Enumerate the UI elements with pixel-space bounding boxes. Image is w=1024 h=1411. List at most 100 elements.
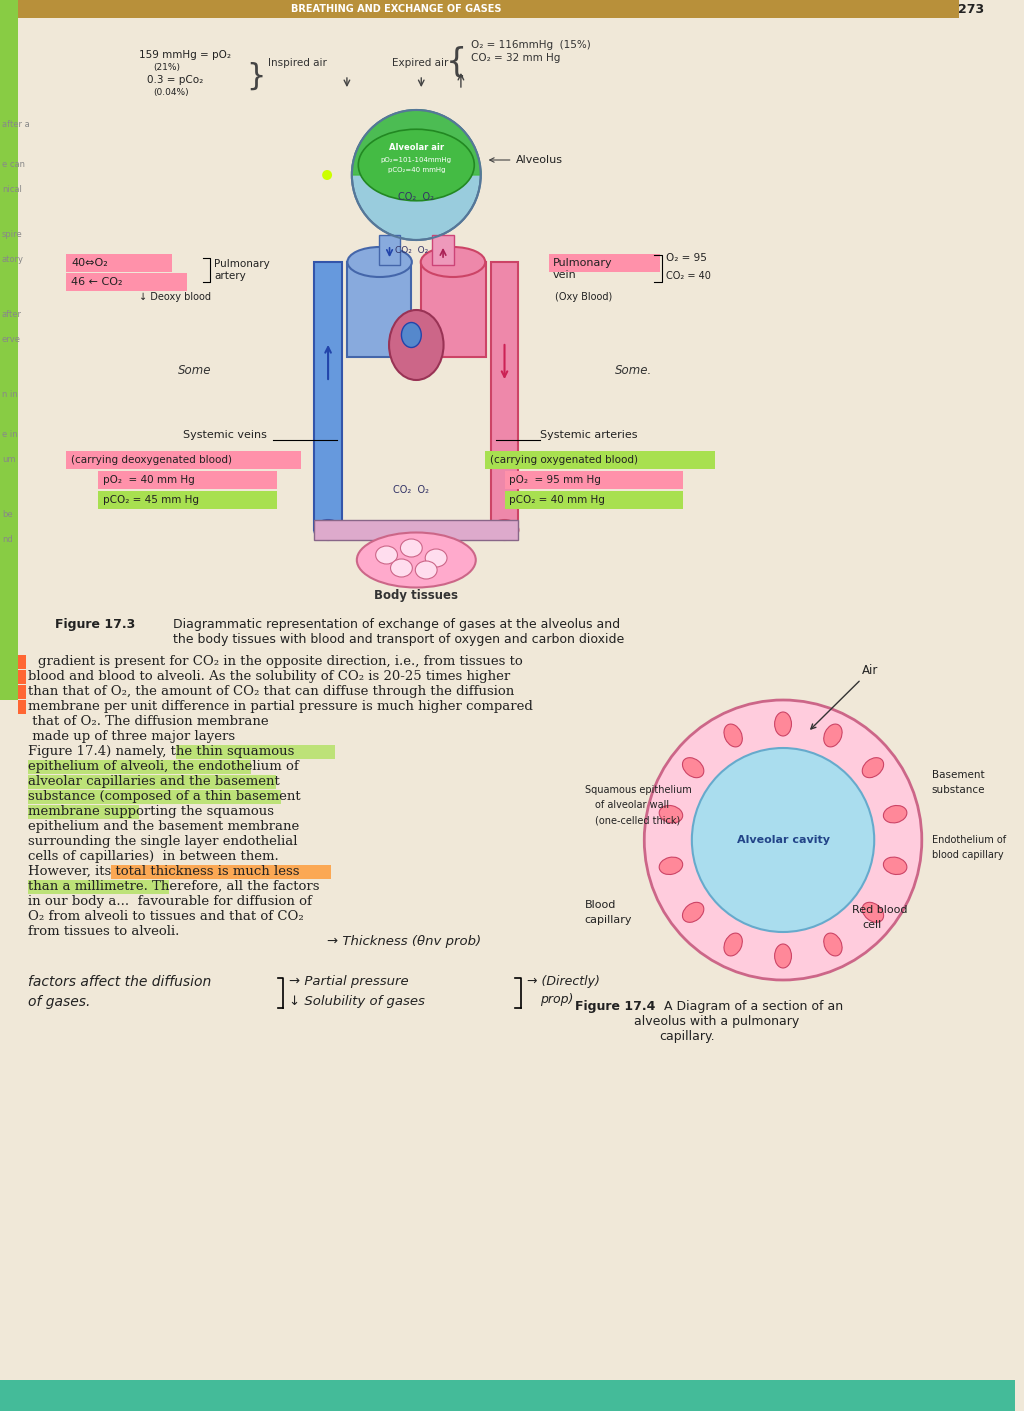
Ellipse shape [724,933,742,955]
Text: pO₂  = 95 mm Hg: pO₂ = 95 mm Hg [510,476,601,485]
Text: ↓ Deoxy blood: ↓ Deoxy blood [139,292,211,302]
Text: blood and blood to alveoli. As the solubility of CO₂ is 20-25 times higher: blood and blood to alveoli. As the solub… [28,670,510,683]
Text: capillary.: capillary. [659,1030,715,1043]
Ellipse shape [659,806,683,823]
Ellipse shape [400,539,422,557]
Ellipse shape [774,713,792,737]
Text: nical: nical [2,185,22,193]
Ellipse shape [356,532,476,587]
Text: (carrying oxygenated blood): (carrying oxygenated blood) [489,454,638,466]
Text: CO₂  O₂: CO₂ O₂ [393,485,429,495]
Bar [28,761,251,775]
Text: than a millimetre. Therefore, all the factors: than a millimetre. Therefore, all the fa… [28,880,319,893]
Text: factors affect the diffusion: factors affect the diffusion [28,975,211,989]
Text: made up of three major layers: made up of three major layers [28,729,234,744]
Text: capillary: capillary [585,914,632,926]
Text: Endothelium of: Endothelium of [932,835,1006,845]
Bar [28,790,281,804]
Text: prop): prop) [541,993,573,1006]
Text: Basement: Basement [932,770,984,780]
Ellipse shape [390,559,413,577]
Text: (one-celled thick): (one-celled thick) [595,816,680,825]
Circle shape [352,110,480,240]
Ellipse shape [416,562,437,579]
Text: erve: erve [2,334,20,344]
Text: after: after [2,310,22,319]
Text: Expired air: Expired air [391,58,447,68]
Text: Systemic arteries: Systemic arteries [541,430,638,440]
Bar [347,262,412,357]
Text: However, its total thickness is much less: However, its total thickness is much les… [28,865,299,878]
FancyBboxPatch shape [67,272,187,291]
Text: Systemic veins: Systemic veins [183,430,267,440]
Text: membrane supporting the squamous: membrane supporting the squamous [28,806,273,818]
Text: CO₂ = 40: CO₂ = 40 [666,271,711,281]
Text: pO₂=101-104mmHg: pO₂=101-104mmHg [381,157,452,164]
Text: Body tissues: Body tissues [375,588,459,601]
Text: 273: 273 [958,3,984,16]
Ellipse shape [862,758,884,777]
FancyBboxPatch shape [505,471,683,490]
Text: in our body a...  favourable for diffusion of: in our body a... favourable for diffusio… [28,895,311,909]
Bar [111,865,331,879]
Text: than that of O₂, the amount of CO₂ that can diffuse through the diffusion: than that of O₂, the amount of CO₂ that … [28,684,514,698]
Text: Figure 17.3: Figure 17.3 [54,618,135,631]
Ellipse shape [774,944,792,968]
Text: {: { [446,45,467,78]
Text: (0.04%): (0.04%) [154,87,189,97]
Text: Alveolar cavity: Alveolar cavity [736,835,829,845]
Bar [17,700,26,714]
Text: ↓ Solubility of gases: ↓ Solubility of gases [290,995,425,1007]
Text: Figure 17.4: Figure 17.4 [574,1000,655,1013]
Text: the body tissues with blood and transport of oxygen and carbon dioxide: the body tissues with blood and transpor… [173,634,625,646]
Text: Red blood: Red blood [852,904,908,914]
Text: atory: atory [2,255,24,264]
FancyBboxPatch shape [549,254,660,272]
Text: O₂ = 116mmHg  (15%): O₂ = 116mmHg (15%) [471,40,591,49]
FancyBboxPatch shape [490,262,518,531]
Ellipse shape [314,521,342,540]
Ellipse shape [823,724,842,746]
Polygon shape [352,110,480,175]
Text: alveolus with a pulmonary: alveolus with a pulmonary [634,1015,800,1029]
Text: BREATHING AND EXCHANGE OF GASES: BREATHING AND EXCHANGE OF GASES [291,4,502,14]
Ellipse shape [358,130,474,200]
Text: um: um [2,454,15,464]
Text: pCO₂ = 45 mm Hg: pCO₂ = 45 mm Hg [103,495,199,505]
Text: Blood: Blood [585,900,616,910]
Text: pCO₂ = 40 mm Hg: pCO₂ = 40 mm Hg [510,495,605,505]
Text: nd: nd [2,535,12,545]
Text: 46 ← CO₂: 46 ← CO₂ [72,277,123,286]
Text: A Diagram of a section of an: A Diagram of a section of an [665,1000,843,1013]
FancyBboxPatch shape [98,491,276,509]
Text: epithelium of alveoli, the endothelium of: epithelium of alveoli, the endothelium o… [28,761,299,773]
Text: 40⇔O₂: 40⇔O₂ [72,258,109,268]
Ellipse shape [884,856,907,875]
Text: spire: spire [2,230,23,238]
Ellipse shape [659,856,683,875]
Bar [176,745,335,759]
Text: gradient is present for CO₂ in the opposite direction, i.e., from tissues to: gradient is present for CO₂ in the oppos… [38,655,522,667]
Text: be: be [2,509,12,519]
Ellipse shape [376,546,397,564]
Bar [28,806,139,818]
Text: surrounding the single layer endothelial: surrounding the single layer endothelial [28,835,297,848]
Ellipse shape [823,933,842,955]
Bar [17,670,26,684]
FancyBboxPatch shape [67,452,301,468]
FancyBboxPatch shape [67,254,172,272]
Text: cells of capillaries)  in between them.: cells of capillaries) in between them. [28,849,279,864]
Text: vein: vein [553,270,577,279]
Text: 0.3 = pCo₂: 0.3 = pCo₂ [146,75,203,85]
Text: Alveolus: Alveolus [489,155,562,165]
Text: Air: Air [811,663,879,729]
Text: → Thickness (θnv prob): → Thickness (θnv prob) [327,935,481,948]
Text: epithelium and the basement membrane: epithelium and the basement membrane [28,820,299,832]
Text: alveolar capillaries and the basement: alveolar capillaries and the basement [28,775,280,787]
Text: cell: cell [862,920,882,930]
Circle shape [323,169,332,181]
Ellipse shape [389,310,443,380]
Circle shape [644,700,922,981]
Ellipse shape [724,724,742,746]
Text: that of O₂. The diffusion membrane: that of O₂. The diffusion membrane [28,715,268,728]
